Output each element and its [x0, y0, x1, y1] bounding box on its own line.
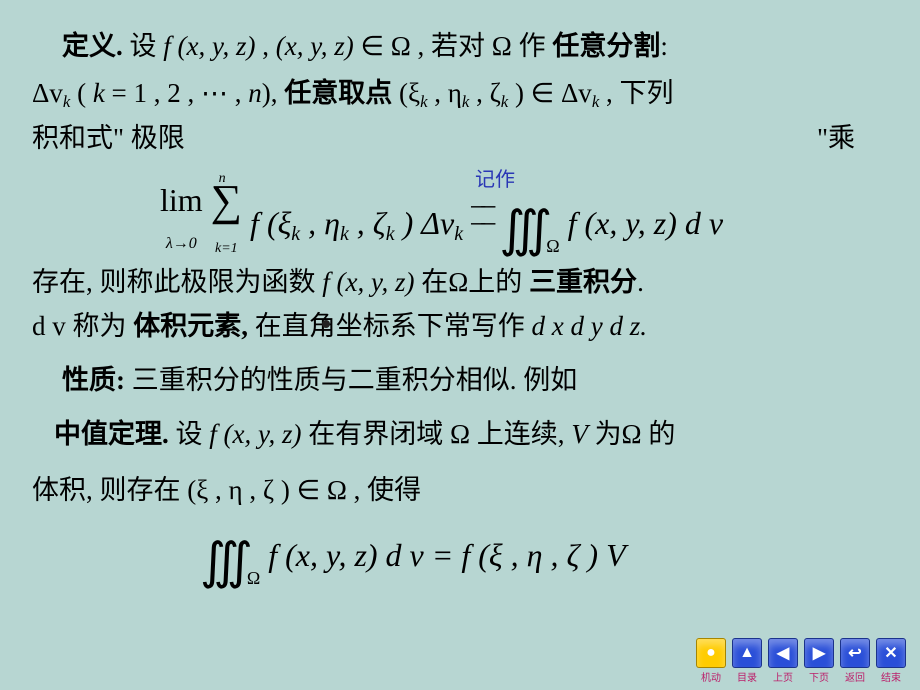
nav-label-目录: 目录 — [737, 669, 757, 684]
nav-btn-结束[interactable]: ✕ — [876, 638, 906, 668]
l6-c: 在有界闭域 Ω 上连续, — [308, 419, 571, 449]
l2-eq: = 1 , 2 , ⋯ , — [105, 78, 248, 108]
bullet-icon — [322, 320, 330, 328]
nav-btn-机动[interactable]: ● — [696, 638, 726, 668]
nav-目录[interactable]: ▲目录 — [732, 638, 762, 684]
nav-btn-上页[interactable]: ◀ — [768, 638, 798, 668]
eq-c2: , ζ — [349, 205, 386, 241]
nav-上页[interactable]: ◀上页 — [768, 638, 798, 684]
eq-int: ∭ — [499, 201, 552, 257]
line-prod-lim-l: 积和式" 极限 — [32, 116, 185, 155]
l3-c: 三重积分 — [529, 267, 637, 297]
l2-tail: , 下列 — [606, 78, 674, 108]
l4-d: d x d y d z. — [532, 311, 647, 341]
txt-l1xyz: (x, y, z) — [276, 31, 354, 61]
eq-lim: lim — [160, 182, 203, 218]
txt-l1f: f (x, y, z) — [163, 31, 255, 61]
nav-btn-下页[interactable]: ▶ — [804, 638, 834, 668]
l6-b: 设 — [176, 419, 210, 449]
nav-机动[interactable]: ●机动 — [696, 638, 726, 684]
l5-b: 三重积分的性质与二重积分相似. 例如 — [132, 365, 578, 395]
l6-V: V — [571, 419, 588, 449]
eq-ks3: k — [386, 223, 395, 245]
eq-bar2: ── — [471, 213, 491, 235]
l2-n: n — [248, 78, 262, 108]
eq-annot: 记作 — [475, 174, 515, 186]
nav-结束[interactable]: ✕结束 — [876, 638, 906, 684]
eq2-int: ∭ — [200, 533, 253, 589]
l5-a: 性质: — [62, 365, 132, 395]
l7-pt: (ξ , η , ζ ) ∈ Ω — [187, 475, 347, 505]
slide: 定义. 设 f (x, y, z) , (x, y, z) ∈ Ω , 若对 Ω… — [0, 0, 920, 690]
txt-l1b: , — [262, 31, 276, 61]
l6-f: f (x, y, z) — [209, 419, 301, 449]
eq-rhs: f (x, y, z) d v — [568, 205, 724, 241]
nav-bar: ●机动▲目录◀上页▶下页↩返回✕结束 — [696, 638, 906, 684]
line-partition: Δvk ( k = 1 , 2 , ⋯ , n), 任意取点 (ξk , ηk … — [32, 71, 674, 112]
eq-limit: lim λ→0 n ∑ k=1 f (ξk , ηk , ζk ) Δvk 记作… — [160, 182, 723, 260]
eq-c3: ) Δv — [395, 205, 455, 241]
nav-label-返回: 返回 — [845, 669, 865, 684]
eq2-omega: Ω — [247, 568, 260, 588]
eq-ks1: k — [291, 223, 300, 245]
l2-keq: k — [93, 78, 105, 108]
l2-a: ( — [77, 78, 93, 108]
nav-label-机动: 机动 — [701, 669, 721, 684]
eq-k1: k=1 — [215, 241, 238, 256]
l4-a: 称为 — [73, 311, 127, 341]
nav-下页[interactable]: ▶下页 — [804, 638, 834, 684]
l4-b: 体积元素, — [133, 311, 255, 341]
eq-ks2: k — [340, 223, 349, 245]
txt-l1a: 设 — [130, 31, 164, 61]
txt-l1in: ∈ Ω — [360, 31, 410, 61]
line-mvt: 中值定理. 设 f (x, y, z) 在有界闭域 Ω 上连续, V 为Ω 的 — [54, 412, 675, 451]
eq-n: n — [219, 171, 226, 187]
txt-l1c: , 若对 Ω 作 — [418, 31, 546, 61]
line-volume-elem: d v 称为 体积元素, 在直角坐标系下常写作 d x d y d z. — [32, 304, 647, 343]
l3-f: f (x, y, z) — [322, 267, 414, 297]
eq2-lhs: f (x, y, z) d v = f (ξ , η , ζ ) V — [268, 537, 625, 573]
nav-返回[interactable]: ↩返回 — [840, 638, 870, 684]
l2-c3: ) ∈ Δv — [508, 78, 592, 108]
l6-d: 为Ω 的 — [595, 419, 676, 449]
line-triple: 存在, 则称此极限为函数 f (x, y, z) 在Ω上的 三重积分. — [32, 260, 644, 299]
l3-b: 在Ω上的 — [421, 267, 522, 297]
eq-sum: ∑ — [211, 176, 242, 225]
nav-btn-目录[interactable]: ▲ — [732, 638, 762, 668]
l2-c1: , η — [428, 78, 462, 108]
l3-a: 存在, 则称此极限为函数 — [32, 267, 322, 297]
l7-b: , 使得 — [354, 475, 422, 505]
l2-pt: (ξ — [399, 78, 420, 108]
txt-def: 定义. — [62, 31, 130, 61]
l7-a: 体积, 则存在 — [32, 475, 187, 505]
eq-ks4: k — [454, 223, 463, 245]
l2-k4: k — [592, 92, 599, 111]
eq-f: f (ξ — [250, 205, 291, 241]
l6-a: 中值定理. — [54, 419, 176, 449]
l2-paren: ), — [262, 78, 278, 108]
l2-k1: k — [420, 92, 427, 111]
eq-c1: , η — [300, 205, 340, 241]
line-prod-lim-r: "乘 — [817, 116, 855, 155]
line-mvt-cond: 体积, 则存在 (ξ , η , ζ ) ∈ Ω , 使得 — [32, 468, 421, 507]
txt-split: 任意分割 — [552, 31, 660, 61]
eq-omega: Ω — [546, 236, 559, 256]
l2-k: k — [63, 92, 70, 111]
l2-pick: 任意取点 — [284, 78, 399, 108]
line-property: 性质: 三重积分的性质与二重积分相似. 例如 — [62, 358, 577, 397]
nav-label-上页: 上页 — [773, 669, 793, 684]
l4-c: 在直角坐标系下常写作 — [255, 311, 532, 341]
l2-c2: , ζ — [469, 78, 500, 108]
eq-mvt: ∭Ω f (x, y, z) d v = f (ξ , η , ζ ) V — [200, 532, 626, 590]
l2-dv: Δv — [32, 78, 63, 108]
l4-dv: d v — [32, 311, 66, 341]
eq-lam: λ→0 — [166, 235, 197, 252]
nav-label-下页: 下页 — [809, 669, 829, 684]
nav-label-结束: 结束 — [881, 669, 901, 684]
nav-btn-返回[interactable]: ↩ — [840, 638, 870, 668]
line-definition: 定义. 设 f (x, y, z) , (x, y, z) ∈ Ω , 若对 Ω… — [62, 24, 668, 63]
